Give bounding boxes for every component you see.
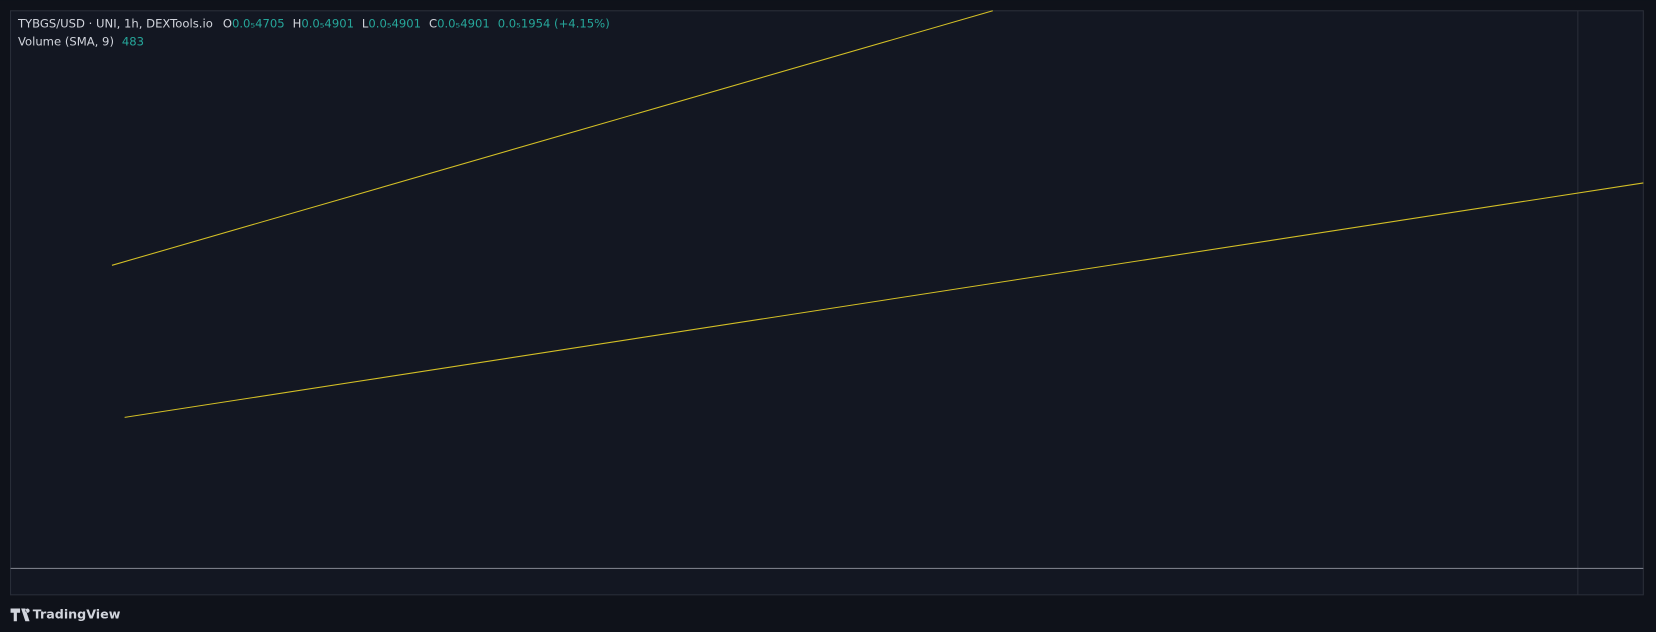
ohlc-key: L [362, 16, 369, 30]
brand-icon [10, 608, 30, 622]
trend-line-upper [111, 10, 993, 266]
ohlc-key: O [223, 16, 232, 30]
ohlc-key: H [293, 16, 302, 30]
trend-line-lower [124, 182, 1644, 418]
volume-title: Volume (SMA, 9) [18, 34, 114, 48]
ohlc-value: 0.0₅4705 [232, 16, 285, 30]
ohlc-value: 0.0₅4901 [437, 16, 490, 30]
chart-frame [10, 10, 1644, 596]
ohlc-value: 0.0₅4901 [301, 16, 354, 30]
chart-header: TYBGS/USD · UNI, 1h, DEXTools.io O0.0₅47… [17, 16, 610, 30]
brand-name: TradingView [33, 606, 121, 621]
volume-value: 483 [122, 34, 144, 48]
ohlc-value: 0.0₅4901 [368, 16, 421, 30]
symbol: TYBGS/USD · UNI, 1h, DEXTools.io [17, 16, 213, 30]
volume-header: Volume (SMA, 9) 483 [18, 34, 144, 48]
ohlc-key: C [429, 16, 437, 30]
change: 0.0₅1954 (+4.15%) [498, 16, 610, 30]
brand-logo: TradingView [10, 606, 121, 622]
